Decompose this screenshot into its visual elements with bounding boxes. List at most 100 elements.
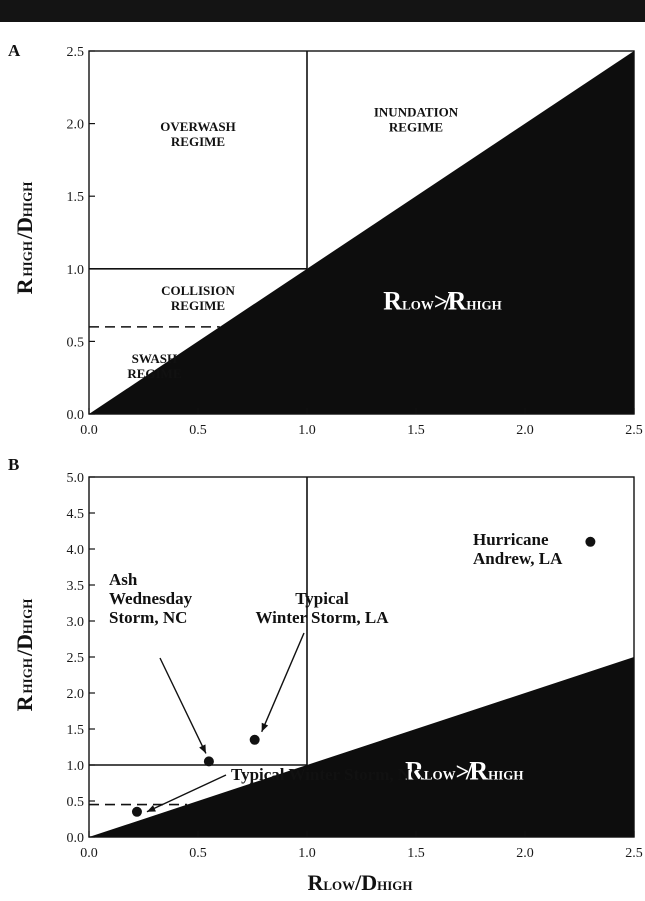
regime-label-line: REGIME <box>389 119 443 134</box>
plot-frame <box>88 50 635 415</box>
top-black-band <box>0 0 645 22</box>
storm-point <box>585 536 596 547</box>
storm-label: Typical Winter Storm, NC <box>231 765 422 784</box>
y-label-sub2: HIGH <box>20 182 35 217</box>
y-tick-label: 1.5 <box>67 190 85 205</box>
storm-label: Hurricane Andrew, LA <box>473 530 563 568</box>
x-tick-label: 0.0 <box>80 423 98 438</box>
regime-label: COLLISION REGIME <box>161 283 235 313</box>
regime-label: OVERWASH REGIME <box>160 119 235 149</box>
x-tick-label: 0.5 <box>189 846 207 861</box>
x-tick-label: 0.5 <box>189 423 207 438</box>
x-tick-label: 2.5 <box>625 846 643 861</box>
leader-arrowhead <box>261 722 269 732</box>
regime-label-line: REGIME <box>171 134 225 149</box>
x-label-d: /D <box>354 870 377 895</box>
x-label-sub2: HIGH <box>377 878 412 893</box>
excluded-region <box>89 657 634 837</box>
panel-b-letter: B <box>8 455 19 474</box>
y-label-r: R <box>12 694 37 711</box>
y-label-r: R <box>12 277 37 294</box>
excluded-label-high: HIGH <box>488 767 523 782</box>
x-tick-label: 2.0 <box>516 423 534 438</box>
y-tick-label: 1.0 <box>67 759 85 774</box>
x-tick-label: 2.0 <box>516 846 534 861</box>
storm-label-line: Ash <box>109 570 138 589</box>
x-label-sub1: LOW <box>323 878 355 893</box>
y-tick-label: 3.5 <box>67 579 85 594</box>
x-tick-label: 1.5 <box>407 846 425 861</box>
excluded-label-R: R <box>448 286 467 315</box>
storm-label-line: Typical <box>295 589 349 608</box>
y-tick-label: 3.0 <box>67 615 85 630</box>
y-label-d: /D <box>12 217 37 240</box>
y-label-sub1: HIGH <box>20 241 35 276</box>
storm-point <box>203 756 214 767</box>
storm-label-line: Andrew, LA <box>473 549 563 568</box>
svg-text:RHIGH/DHIGH: RHIGH/DHIGH <box>12 599 37 712</box>
regime-label-line: INUNDATION <box>374 104 459 119</box>
leader-line <box>146 774 227 813</box>
storm-label: Typical Winter Storm, LA <box>255 589 389 627</box>
panel-a-plot: 0.0 0.5 1.0 1.5 2.0 2.5 0.0 0.5 1.0 1.5 2.0 2.5 OVER… <box>67 45 643 438</box>
x-label-r: R <box>307 870 324 895</box>
panel-a-letter: A <box>8 41 21 60</box>
storm-label-line: Winter Storm, LA <box>255 608 389 627</box>
x-tick-label: 2.5 <box>625 423 643 438</box>
x-tick-label: 1.0 <box>298 423 316 438</box>
y-tick-label: 2.5 <box>67 45 85 60</box>
regime-label-line: REGIME <box>171 298 225 313</box>
storm-label-line: Hurricane <box>473 530 549 549</box>
y-label-d: /D <box>12 634 37 657</box>
y-tick-label: 4.0 <box>67 543 85 558</box>
y-tick-label: 1.0 <box>67 263 85 278</box>
storm-point <box>249 734 260 745</box>
storm-label-line: Wednesday <box>109 589 193 608</box>
excluded-label-high: HIGH <box>466 297 501 312</box>
panel-b-x-axis-label: RLOW/DHIGH <box>307 870 412 895</box>
storm-point <box>131 806 142 817</box>
storm-label-line: Typical Winter Storm, NC <box>231 765 422 784</box>
y-tick-label: 4.5 <box>67 507 85 522</box>
excluded-region-label: RLOW≯RHIGH <box>405 756 523 785</box>
svg-text:RHIGH/DHIGH: RHIGH/DHIGH <box>12 182 37 295</box>
y-tick-label: 5.0 <box>67 471 85 486</box>
y-tick-label: 0.5 <box>67 335 85 350</box>
regime-label-line: SWASH <box>132 351 178 366</box>
leader-arrowhead <box>146 805 156 812</box>
storm-label-line: Storm, NC <box>109 608 187 627</box>
leader-line <box>261 632 305 733</box>
regime-label-line: COLLISION <box>161 283 235 298</box>
excluded-region-label: RLOW≯RHIGH <box>383 286 501 315</box>
y-tick-label: 2.5 <box>67 651 85 666</box>
y-tick-label: 2.0 <box>67 687 85 702</box>
y-tick-label: 2.0 <box>67 118 85 133</box>
panel-b-plot: 0.0 0.5 1.0 1.5 2.0 2.5 0.0 0.5 1.0 1.5 2.0 2.5 3.0 3… <box>67 471 643 861</box>
y-tick-label: 1.5 <box>67 723 85 738</box>
y-tick-label: 0.5 <box>67 795 85 810</box>
excluded-region <box>89 51 634 414</box>
excluded-label-low: LOW <box>424 767 456 782</box>
regime-label-line: OVERWASH <box>160 119 235 134</box>
excluded-label-R: R <box>469 756 488 785</box>
x-tick-label: 1.0 <box>298 846 316 861</box>
x-tick-label: 0.0 <box>80 846 98 861</box>
storm-label: Ash Wednesday Storm, NC <box>109 570 193 627</box>
x-tick-label: 1.5 <box>407 423 425 438</box>
regime-label-line: REGIME <box>127 366 181 381</box>
excluded-label-R: R <box>405 756 424 785</box>
panel-b-y-axis-label: RHIGH/DHIGH <box>12 599 37 712</box>
leader-line <box>159 657 207 754</box>
y-tick-label: 0.0 <box>67 831 85 846</box>
panel-a-y-axis-label: RHIGH/DHIGH <box>12 182 37 295</box>
leader-arrowhead <box>199 744 206 754</box>
panel-b: B 0.0 0.5 1.0 1.5 2.0 2.5 0.0 0.5 1.0 1.5 2.0 2.5 3.… <box>8 455 643 895</box>
y-tick-label: 0.0 <box>67 408 85 423</box>
y-label-sub1: HIGH <box>20 658 35 693</box>
panel-a: A 0.0 0.5 1.0 1.5 2.0 2.5 0.0 0.5 1.0 1.5 2.0 2.5 OV… <box>8 41 643 438</box>
excluded-label-R: R <box>383 286 402 315</box>
regime-label: INUNDATION REGIME <box>374 104 459 134</box>
regime-label: SWASH REGIME <box>127 351 181 381</box>
y-label-sub2: HIGH <box>20 599 35 634</box>
